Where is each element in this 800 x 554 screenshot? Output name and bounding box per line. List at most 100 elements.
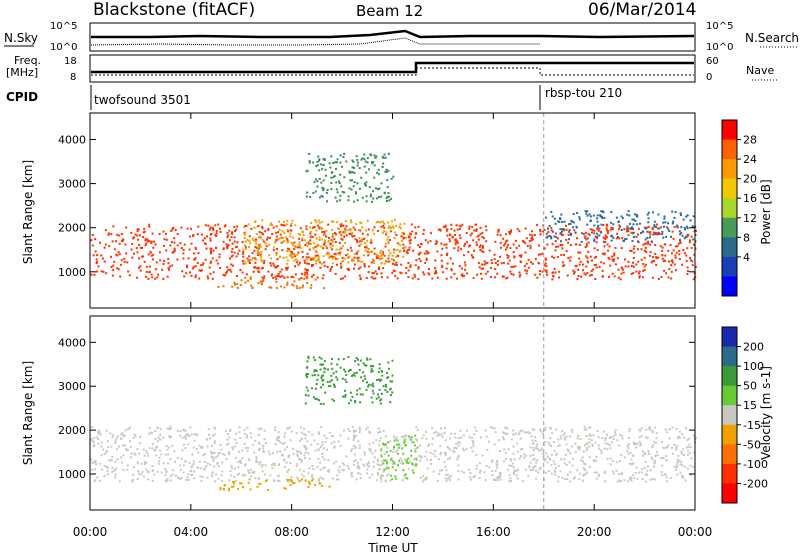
data-cell: [351, 166, 354, 169]
data-cell: [281, 230, 284, 233]
data-cell: [264, 480, 267, 483]
data-cell: [132, 237, 135, 240]
data-cell: [512, 273, 515, 276]
data-cell: [321, 168, 324, 171]
data-cell: [572, 226, 575, 229]
data-cell: [576, 445, 579, 448]
colorbar-swatch: [722, 178, 737, 199]
data-cell: [356, 389, 359, 392]
data-cell: [586, 214, 589, 217]
data-cell: [542, 224, 545, 227]
data-cell: [483, 263, 486, 266]
data-cell: [677, 435, 680, 438]
data-cell: [213, 440, 216, 443]
data-cell: [428, 273, 431, 276]
data-cell: [434, 431, 437, 434]
data-cell: [459, 225, 462, 228]
data-cell: [258, 442, 261, 445]
data-cell: [297, 251, 300, 254]
data-cell: [371, 452, 374, 455]
data-cell: [113, 469, 116, 472]
data-cell: [138, 472, 141, 475]
data-cell: [626, 480, 629, 483]
data-cell: [341, 190, 344, 193]
data-cell: [100, 441, 103, 444]
data-cell: [315, 382, 318, 385]
data-cell: [655, 256, 658, 259]
data-cell: [508, 480, 511, 483]
data-cell: [120, 456, 123, 459]
data-cell: [332, 162, 335, 165]
data-cell: [596, 430, 599, 433]
data-cell: [344, 229, 347, 232]
data-cell: [603, 262, 606, 265]
data-cell: [388, 254, 391, 257]
data-cell: [141, 235, 144, 238]
data-cell: [349, 179, 352, 182]
data-cell: [213, 480, 216, 483]
data-cell: [676, 226, 679, 229]
data-cell: [281, 249, 284, 252]
data-cell: [275, 280, 278, 283]
data-cell: [596, 232, 599, 235]
data-cell: [377, 268, 380, 271]
data-cell: [215, 259, 218, 262]
data-cell: [564, 453, 567, 456]
data-cell: [284, 236, 287, 239]
data-cell: [281, 237, 284, 240]
data-cell: [270, 274, 273, 277]
data-cell: [308, 160, 311, 163]
data-cell: [470, 478, 473, 481]
data-cell: [182, 257, 185, 260]
data-cell: [504, 451, 507, 454]
data-cell: [460, 273, 463, 276]
data-cell: [547, 231, 550, 234]
data-cell: [665, 272, 668, 275]
data-cell: [647, 225, 650, 228]
data-cell: [225, 272, 228, 275]
data-cell: [199, 467, 202, 470]
data-cell: [554, 473, 557, 476]
data-cell: [444, 465, 447, 468]
data-cell: [148, 225, 151, 228]
data-cell: [251, 286, 254, 289]
data-cell: [396, 277, 399, 280]
data-cell: [354, 459, 357, 462]
data-cell: [217, 285, 220, 288]
data-cell: [202, 262, 205, 265]
data-cell: [244, 233, 247, 236]
data-cell: [272, 262, 275, 265]
data-cell: [686, 227, 689, 230]
data-cell: [150, 241, 153, 244]
data-cell: [504, 242, 507, 245]
data-cell: [380, 477, 383, 480]
data-cell: [395, 255, 398, 258]
data-cell: [554, 249, 557, 252]
data-cell: [162, 230, 165, 233]
data-cell: [366, 239, 369, 242]
data-cell: [309, 230, 312, 233]
data-cell: [384, 480, 387, 483]
nave-tick-bottom: 0: [706, 72, 712, 83]
data-cell: [389, 479, 392, 482]
data-cell: [621, 217, 624, 220]
data-cell: [530, 435, 533, 438]
data-cell: [286, 470, 289, 473]
data-cell: [143, 227, 146, 230]
data-cell: [233, 475, 236, 478]
data-cell: [494, 431, 497, 434]
data-cell: [560, 230, 563, 233]
data-cell: [105, 451, 108, 454]
data-cell: [304, 271, 307, 274]
data-cell: [230, 263, 233, 266]
data-cell: [372, 161, 375, 164]
data-cell: [494, 262, 497, 265]
data-cell: [231, 247, 234, 250]
data-cell: [366, 358, 369, 361]
data-cell: [661, 464, 664, 467]
data-cell: [367, 385, 370, 388]
data-cell: [363, 237, 366, 240]
data-cell: [553, 217, 556, 220]
data-cell: [418, 257, 421, 260]
data-cell: [582, 233, 585, 236]
